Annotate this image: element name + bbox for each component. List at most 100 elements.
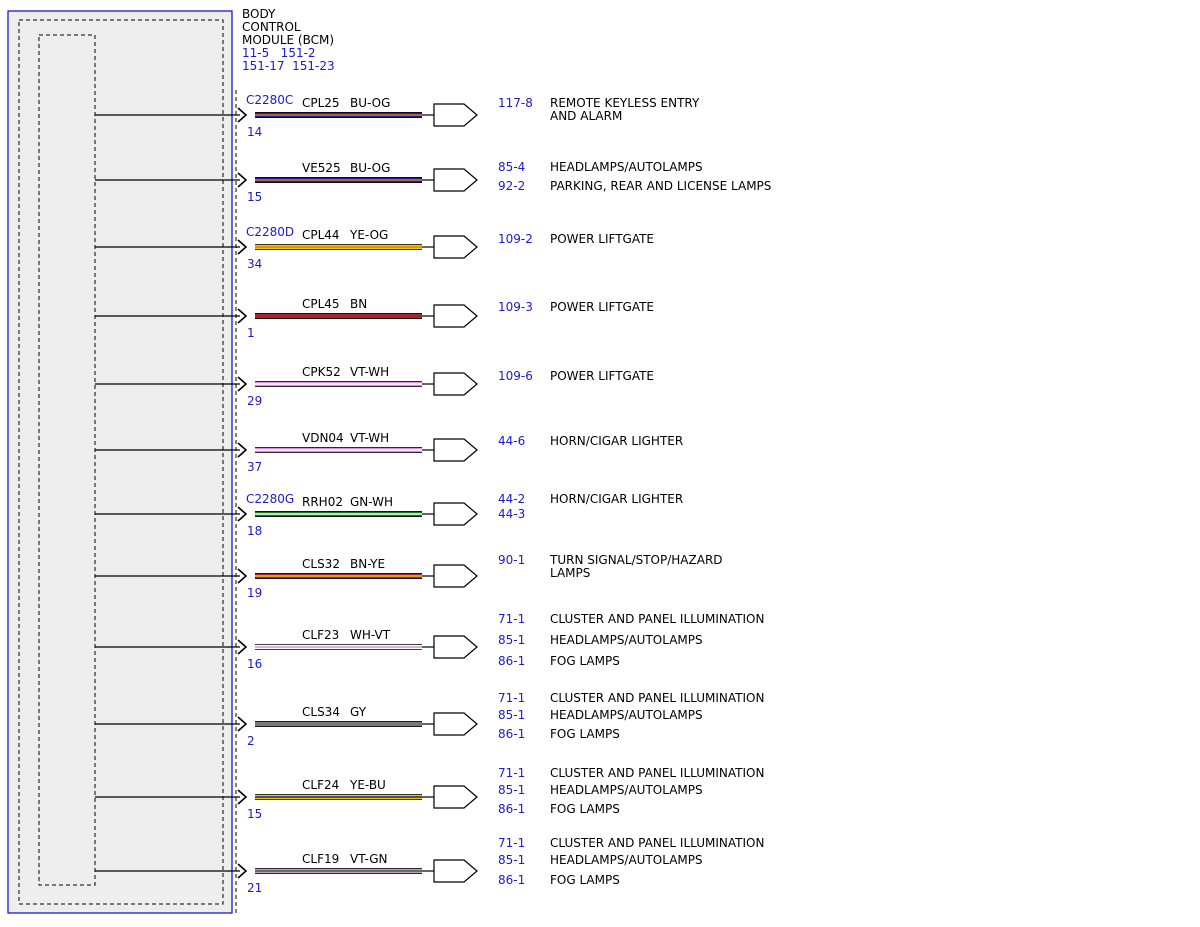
- ref-description: HEADLAMPS/AUTOLAMPS: [550, 708, 703, 722]
- module-ref-line[interactable]: 11-5 151-2: [242, 46, 316, 60]
- page-connector-icon[interactable]: [433, 502, 478, 526]
- page-connector-icon[interactable]: [433, 168, 478, 192]
- circuit-row: C2280G 18 RRH02 GN-WH 44-2 HORN/CIGAR LIGHTER…: [95, 492, 683, 538]
- page-connector-icon[interactable]: [433, 785, 478, 809]
- pin-number: 19: [247, 586, 262, 600]
- page-connector-icon[interactable]: [433, 564, 478, 588]
- module-title-line: CONTROL: [242, 20, 301, 34]
- page-connector-icon[interactable]: [433, 859, 478, 883]
- ref-description: FOG LAMPS: [550, 873, 620, 887]
- pin-number: 15: [247, 807, 262, 821]
- bcm-module-outline: [7, 10, 233, 914]
- wire-color-code: BN-YE: [350, 557, 385, 571]
- ref-description: HORN/CIGAR LIGHTER: [550, 434, 683, 448]
- circuit-id: VE525: [302, 161, 341, 175]
- ref-page-link[interactable]: 71-1: [498, 766, 525, 780]
- module-title-line: BODY: [242, 7, 276, 21]
- ref-page-link[interactable]: 85-1: [498, 633, 525, 647]
- circuit-id: CLF23: [302, 628, 339, 642]
- ref-page-link[interactable]: 109-6: [498, 369, 533, 383]
- pin-arrow-icon: [237, 716, 248, 732]
- bcm-module[interactable]: [7, 10, 237, 914]
- page-connector-icon[interactable]: [433, 712, 478, 736]
- page-connector-icon[interactable]: [433, 103, 478, 127]
- ref-page-link[interactable]: 117-8: [498, 96, 533, 110]
- ref-page-link[interactable]: 92-2: [498, 179, 525, 193]
- ref-page-link[interactable]: 86-1: [498, 802, 525, 816]
- wire-color-code: WH-VT: [350, 628, 391, 642]
- circuit-row: C2280D 34 CPL44 YE-OG 109-2 POWER LIFTGATE: [95, 225, 654, 271]
- ref-page-link[interactable]: 85-4: [498, 160, 525, 174]
- circuit-id: VDN04: [302, 431, 344, 445]
- ref-page-link[interactable]: 71-1: [498, 691, 525, 705]
- ref-description: PARKING, REAR AND LICENSE LAMPS: [550, 179, 771, 193]
- wire-color-code: VT-WH: [350, 431, 389, 445]
- ref-description: CLUSTER AND PANEL ILLUMINATION: [550, 612, 764, 626]
- pin-arrow-icon: [237, 172, 248, 188]
- circuit-id: CLF19: [302, 852, 339, 866]
- page-connector-icon[interactable]: [433, 635, 478, 659]
- pin-number: 34: [247, 257, 262, 271]
- circuit-row: 1 CPL45 BN 109-3 POWER LIFTGATE: [95, 297, 654, 340]
- circuit-id: RRH02: [302, 495, 343, 509]
- circuit-row: 15 VE525 BU-OG 85-4 HEADLAMPS/AUTOLAMPS 92-2 P…: [95, 160, 771, 204]
- ref-description: POWER LIFTGATE: [550, 300, 654, 314]
- ref-page-link[interactable]: 44-6: [498, 434, 525, 448]
- ref-description: CLUSTER AND PANEL ILLUMINATION: [550, 766, 764, 780]
- page-connector-icon[interactable]: [433, 304, 478, 328]
- circuit-row: C2280C 14 CPL25 BU-OG 117-8 REMOTE KEYLESS EN…: [95, 93, 700, 139]
- pin-arrow-icon: [237, 376, 248, 392]
- circuit-row: 15 CLF24 YE-BU 71-1 CLUSTER AND PANEL ILLUMI…: [95, 766, 764, 821]
- ref-description: HEADLAMPS/AUTOLAMPS: [550, 160, 703, 174]
- ref-description: HEADLAMPS/AUTOLAMPS: [550, 783, 703, 797]
- connector-id[interactable]: C2280D: [246, 225, 294, 239]
- circuit-row: 37 VDN04 VT-WH 44-6 HORN/CIGAR LIGHTER: [95, 431, 683, 474]
- ref-page-link[interactable]: 44-3: [498, 507, 525, 521]
- pin-number: 14: [247, 125, 262, 139]
- ref-page-link[interactable]: 86-1: [498, 654, 525, 668]
- ref-page-link[interactable]: 109-3: [498, 300, 533, 314]
- ref-description: CLUSTER AND PANEL ILLUMINATION: [550, 836, 764, 850]
- page-connector-icon[interactable]: [433, 438, 478, 462]
- pin-arrow-icon: [237, 639, 248, 655]
- circuit-id: CPK52: [302, 365, 341, 379]
- pin-arrow-icon: [237, 506, 248, 522]
- pin-number: 21: [247, 881, 262, 895]
- ref-description: POWER LIFTGATE: [550, 369, 654, 383]
- module-title-line: MODULE (BCM): [242, 33, 334, 47]
- ref-page-link[interactable]: 90-1: [498, 553, 525, 567]
- ref-description: HEADLAMPS/AUTOLAMPS: [550, 853, 703, 867]
- ref-page-link[interactable]: 44-2: [498, 492, 525, 506]
- connector-id[interactable]: C2280C: [246, 93, 293, 107]
- circuit-row: 29 CPK52 VT-WH 109-6 POWER LIFTGATE: [95, 365, 654, 408]
- page-connector-icon[interactable]: [433, 372, 478, 396]
- pin-arrow-icon: [237, 789, 248, 805]
- ref-page-link[interactable]: 86-1: [498, 727, 525, 741]
- ref-page-link[interactable]: 85-1: [498, 783, 525, 797]
- ref-description: TURN SIGNAL/STOP/HAZARD LAMPS: [549, 553, 723, 580]
- ref-page-link[interactable]: 71-1: [498, 612, 525, 626]
- pin-arrow-icon: [237, 107, 248, 123]
- ref-page-link[interactable]: 85-1: [498, 853, 525, 867]
- connector-id[interactable]: C2280G: [246, 492, 294, 506]
- wire-color-code: BN: [350, 297, 367, 311]
- pin-number: 15: [247, 190, 262, 204]
- page-connector-icon[interactable]: [433, 235, 478, 259]
- ref-page-link[interactable]: 71-1: [498, 836, 525, 850]
- ref-description: POWER LIFTGATE: [550, 232, 654, 246]
- bcm-module-label: BODY CONTROL MODULE (BCM) 11-5 151-2 151…: [242, 7, 335, 73]
- module-ref-line[interactable]: 151-17 151-23: [242, 59, 335, 73]
- ref-page-link[interactable]: 109-2: [498, 232, 533, 246]
- pin-number: 1: [247, 326, 255, 340]
- pin-arrow-icon: [237, 442, 248, 458]
- bcm-module-dashed-outer: [18, 19, 224, 905]
- pin-number: 2: [247, 734, 255, 748]
- circuit-id: CLS34: [302, 705, 340, 719]
- ref-page-link[interactable]: 86-1: [498, 873, 525, 887]
- circuit-row: 21 CLF19 VT-GN 71-1 CLUSTER AND PANEL ILLUMI…: [95, 836, 764, 895]
- wire-color-code: YE-BU: [349, 778, 386, 792]
- circuit-id: CPL44: [302, 228, 340, 242]
- ref-page-link[interactable]: 85-1: [498, 708, 525, 722]
- pin-arrow-icon: [237, 239, 248, 255]
